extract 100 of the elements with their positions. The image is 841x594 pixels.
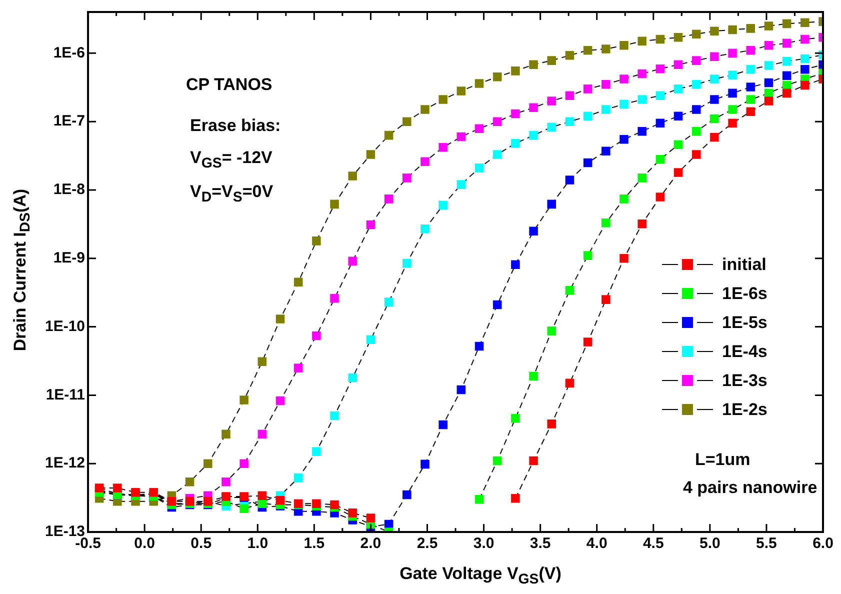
point: [764, 61, 774, 70]
point: [674, 84, 683, 94]
point: [728, 88, 737, 98]
point: [565, 117, 574, 126]
point: [529, 130, 538, 140]
point: [276, 396, 285, 406]
point: [583, 46, 592, 55]
point: [330, 500, 339, 510]
x-tick-label: 3.5: [530, 535, 551, 552]
point: [312, 499, 321, 508]
point: [456, 385, 466, 394]
point: [131, 488, 140, 497]
annotation: V$_{D}$=V$_{S}$=0V: [190, 182, 274, 206]
annotation: Erase bias:: [190, 116, 281, 136]
point: [620, 100, 628, 109]
point: [456, 132, 466, 142]
point: [276, 496, 285, 505]
point: [547, 326, 556, 336]
point: [638, 95, 646, 104]
point: [638, 219, 646, 228]
point: [492, 300, 502, 310]
point: [511, 139, 520, 148]
point: [366, 335, 376, 344]
point: [764, 41, 774, 50]
point: [113, 484, 122, 492]
point: [602, 80, 610, 89]
point: [511, 414, 520, 423]
point: [529, 372, 538, 381]
point: [511, 494, 520, 503]
point: [746, 95, 756, 104]
point: [746, 46, 756, 55]
point: [692, 30, 701, 39]
point: [258, 357, 267, 366]
point: [728, 48, 737, 58]
point: [511, 66, 520, 76]
point: [746, 107, 756, 116]
x-tick-label: 6.0: [812, 535, 834, 552]
point: [366, 514, 376, 522]
point: [348, 172, 358, 180]
point: [294, 364, 303, 372]
point: [492, 72, 502, 82]
x-tick-label: 5.5: [756, 535, 777, 552]
y-tick-label: 1E-9: [53, 250, 86, 267]
point: [384, 298, 394, 306]
point: [312, 236, 321, 246]
point: [402, 490, 412, 500]
point: [782, 88, 792, 98]
point: [547, 420, 556, 428]
point: [330, 411, 339, 420]
point: [602, 146, 610, 156]
point: [800, 18, 810, 27]
y-tick-label: 1E-12: [44, 454, 86, 472]
point: [492, 150, 502, 159]
point: [348, 256, 358, 266]
point: [583, 112, 592, 121]
point: [258, 430, 267, 438]
point: [602, 218, 610, 228]
point: [674, 112, 683, 121]
point: [782, 56, 792, 66]
point: [474, 124, 484, 133]
point: [276, 314, 285, 324]
point: [529, 60, 538, 70]
point: [710, 114, 719, 124]
point: [710, 95, 719, 104]
point: [240, 504, 248, 513]
point: [492, 456, 502, 466]
point: [420, 224, 430, 234]
legend-label: 1E-2s: [722, 400, 768, 420]
point: [728, 118, 737, 128]
point: [529, 103, 538, 112]
point: [348, 373, 358, 382]
point: [602, 44, 610, 54]
point: [222, 430, 230, 438]
point: [620, 254, 628, 263]
point: [764, 96, 774, 106]
point: [384, 194, 394, 204]
point: [240, 396, 248, 404]
point: [656, 118, 665, 128]
point: [583, 338, 592, 346]
point: [222, 478, 230, 486]
point: [402, 174, 412, 182]
point: [710, 132, 719, 142]
point: [529, 226, 538, 236]
point: [692, 80, 701, 89]
point: [656, 64, 665, 74]
x-tick-label: 3.0: [473, 535, 494, 552]
y-tick-label: 1E-7: [53, 112, 86, 130]
x-tick-label: 4.5: [642, 535, 664, 552]
point: [692, 150, 701, 159]
point: [438, 200, 448, 210]
point: [438, 420, 448, 430]
point: [638, 69, 646, 78]
point: [746, 24, 756, 33]
x-axis-title: Gate Voltage V$_{GS}$(V): [398, 564, 562, 588]
point: [602, 295, 610, 304]
point: [638, 126, 646, 136]
point: [602, 105, 610, 114]
x-tick-label: 2.0: [360, 535, 382, 552]
y-tick-label: 1E-10: [44, 318, 86, 335]
point: [764, 22, 774, 30]
